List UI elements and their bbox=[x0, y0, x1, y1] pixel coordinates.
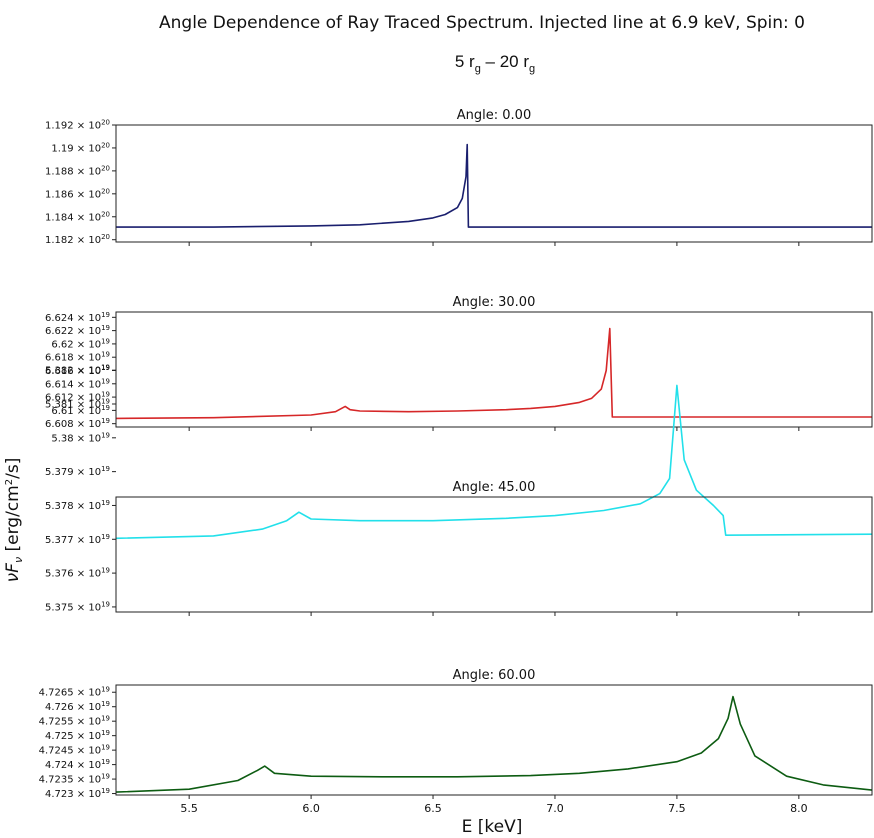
plot-frame bbox=[115, 311, 873, 428]
y-tick-label: 4.725 × 1019 bbox=[45, 729, 110, 742]
subplot-2: Angle: 45.00 5.375 × 1019 5.376 × 1019 5.37… bbox=[45, 364, 873, 616]
y-tick-label: 1.19 × 1020 bbox=[51, 141, 110, 154]
subplot-0: Angle: 0.00 1.182 × 1020 1.184 × 1020 1.186… bbox=[45, 108, 873, 246]
figure-subtitle: 5 rg – 20 rg bbox=[455, 52, 535, 75]
y-tick-label: 6.616 × 1019 bbox=[45, 364, 110, 377]
figure-title: Angle Dependence of Ray Traced Spectrum.… bbox=[159, 13, 805, 33]
series-line bbox=[115, 695, 873, 793]
y-tick-label: 5.378 × 1019 bbox=[45, 499, 110, 512]
series-line bbox=[115, 327, 872, 420]
y-tick-label: 6.608 × 1019 bbox=[45, 417, 110, 430]
x-tick-label: 5.5 bbox=[180, 802, 198, 815]
y-tick-label: 5.381 × 1019 bbox=[45, 397, 110, 410]
y-tick-label: 5.379 × 1019 bbox=[45, 465, 110, 478]
y-tick-label: 4.726 × 1019 bbox=[45, 700, 110, 713]
plot-frame bbox=[115, 496, 873, 613]
plot-frame bbox=[115, 684, 873, 796]
series-line bbox=[116, 143, 872, 228]
y-tick-label: 5.376 × 1019 bbox=[45, 567, 110, 580]
x-tick-label: 7.5 bbox=[668, 802, 686, 815]
series-line bbox=[115, 384, 873, 540]
y-axis-label: νFν [erg/cm2/s] bbox=[3, 458, 25, 583]
subplot-title: Angle: 30.00 bbox=[453, 295, 536, 310]
y-tick-label: 6.62 × 1019 bbox=[51, 337, 110, 350]
y-tick-label: 1.182 × 1020 bbox=[45, 233, 110, 246]
y-tick-label: 4.7265 × 1019 bbox=[39, 686, 110, 699]
y-tick-label: 5.382 × 1019 bbox=[45, 364, 110, 377]
y-tick-label: 1.186 × 1020 bbox=[45, 187, 110, 200]
x-tick-label: 8.0 bbox=[790, 802, 808, 815]
y-tick-label: 6.624 × 1019 bbox=[45, 311, 110, 324]
x-axis-label: E [keV] bbox=[462, 817, 523, 837]
y-tick-label: 4.7235 × 1019 bbox=[39, 773, 110, 786]
plot-frame bbox=[115, 124, 873, 243]
subplot-title: Angle: 45.00 bbox=[453, 480, 536, 495]
y-tick-label: 1.192 × 1020 bbox=[45, 119, 110, 132]
y-tick-label: 6.612 × 1019 bbox=[45, 391, 110, 404]
y-tick-label: 1.188 × 1020 bbox=[45, 164, 110, 177]
y-tick-label: 4.7245 × 1019 bbox=[39, 744, 110, 757]
y-tick-label: 5.38 × 1019 bbox=[51, 431, 110, 444]
y-tick-label: 5.375 × 1019 bbox=[45, 600, 110, 613]
y-tick-label: 4.7255 × 1019 bbox=[39, 715, 110, 728]
subplot-title: Angle: 0.00 bbox=[457, 108, 531, 123]
y-tick-label: 6.614 × 1019 bbox=[45, 377, 110, 390]
subplot-title: Angle: 60.00 bbox=[453, 668, 536, 683]
y-tick-label: 4.724 × 1019 bbox=[45, 758, 110, 771]
x-tick-label: 6.5 bbox=[424, 802, 442, 815]
subplots: Angle: 0.00 1.182 × 1020 1.184 × 1020 1.186… bbox=[39, 108, 873, 815]
x-tick-label: 7.0 bbox=[546, 802, 564, 815]
y-tick-label: 4.723 × 1019 bbox=[45, 787, 110, 800]
y-tick-label: 1.184 × 1020 bbox=[45, 210, 110, 223]
y-tick-label: 6.622 × 1019 bbox=[45, 324, 110, 337]
y-tick-label: 6.618 × 1019 bbox=[45, 351, 110, 364]
y-tick-label: 6.61 × 1019 bbox=[51, 404, 110, 417]
x-tick-label: 6.0 bbox=[302, 802, 320, 815]
y-tick-label: 5.377 × 1019 bbox=[45, 533, 110, 546]
